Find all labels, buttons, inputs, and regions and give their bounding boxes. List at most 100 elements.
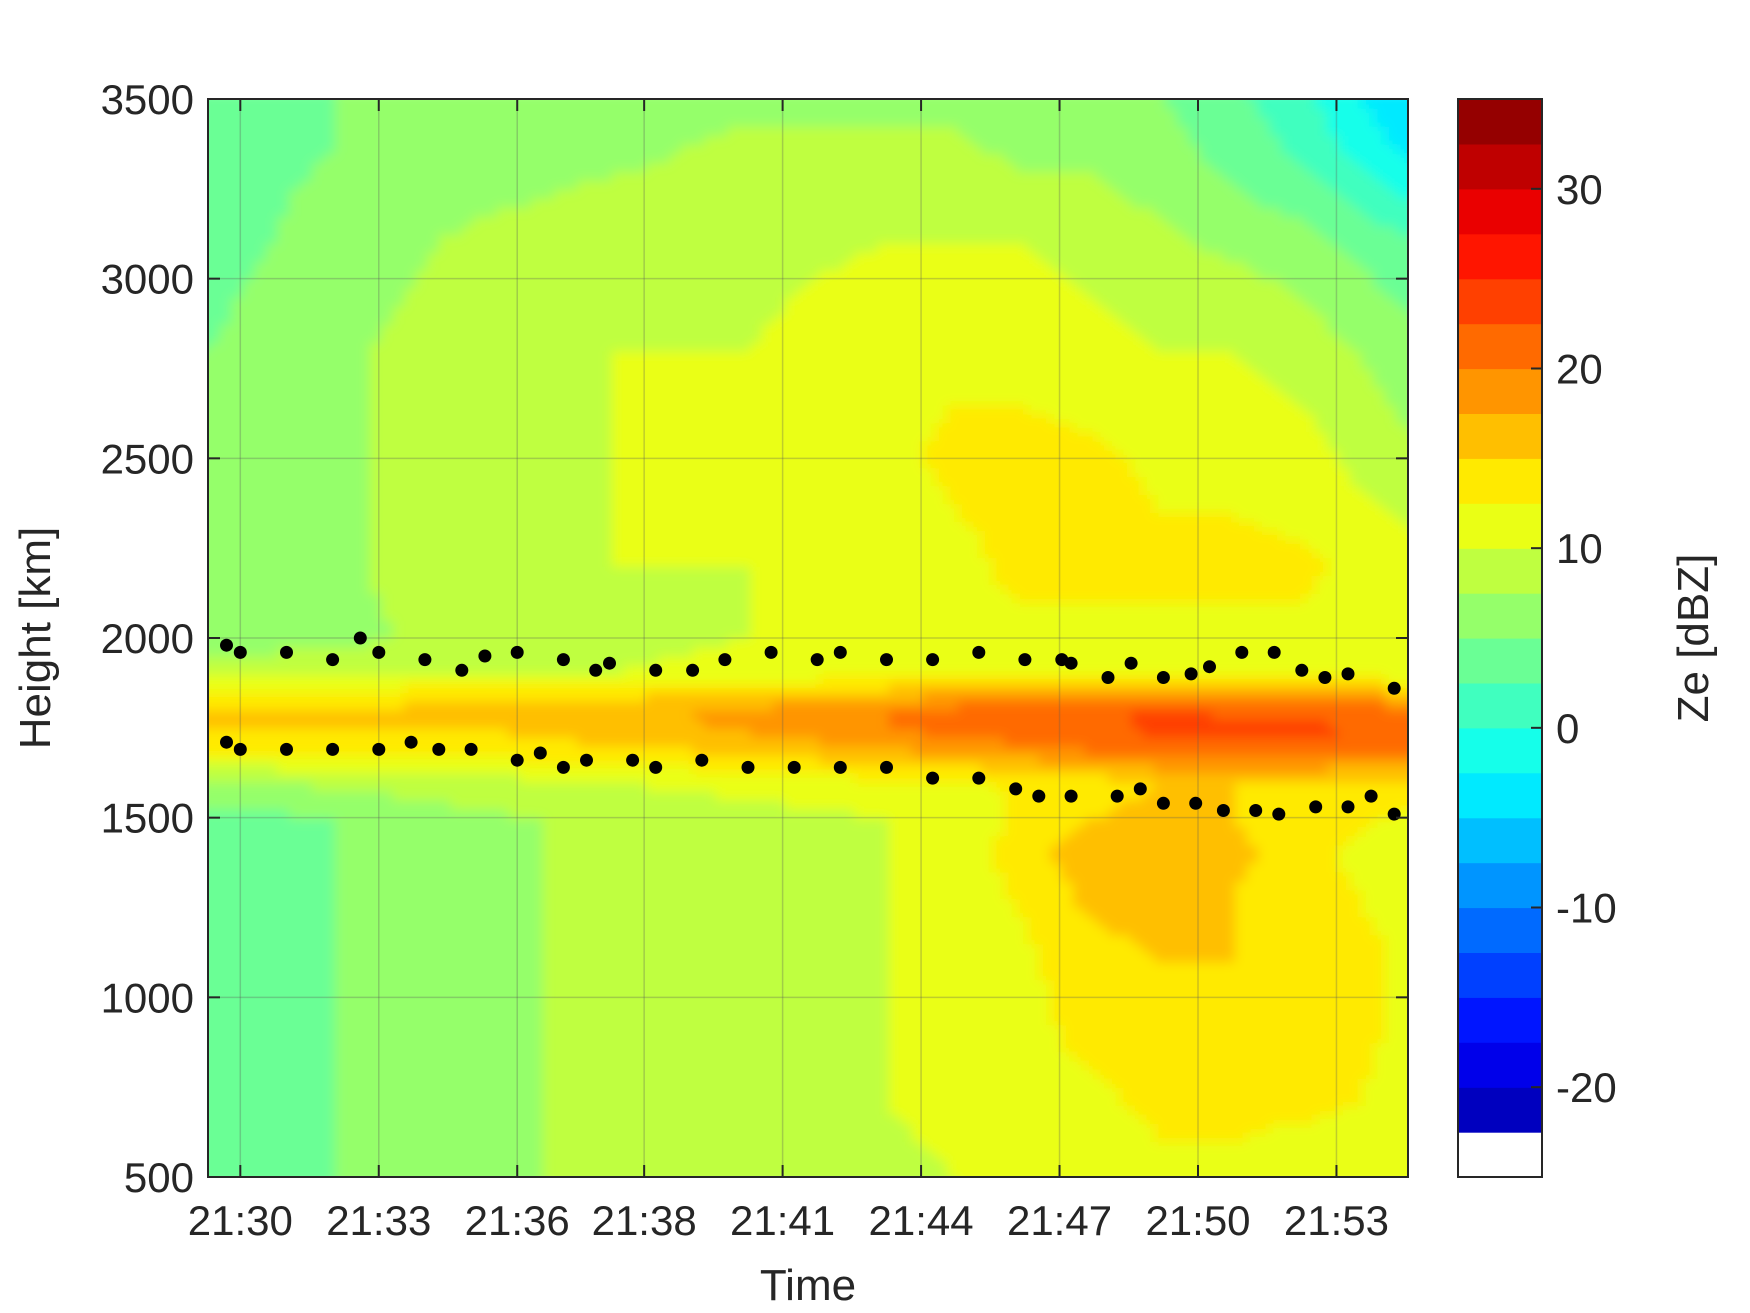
heatmap-cell — [369, 1060, 382, 1070]
heatmap-cell — [334, 970, 348, 981]
heatmap-cell — [254, 781, 267, 792]
heatmap-cell — [334, 575, 348, 585]
heatmap-cell — [600, 449, 613, 460]
heatmap-cell — [508, 269, 521, 280]
heatmap-cell — [438, 691, 452, 702]
heatmap-cell — [208, 1069, 209, 1079]
heatmap-cell — [484, 1159, 498, 1169]
heatmap-cell — [611, 242, 625, 253]
heatmap-cell — [334, 206, 348, 217]
heatmap-cell — [496, 530, 509, 540]
heatmap-cell — [415, 260, 428, 271]
heatmap-cell — [496, 593, 509, 603]
heatmap-cell — [623, 278, 636, 289]
heatmap-cell — [496, 647, 509, 657]
heatmap-cell — [484, 736, 498, 747]
heatmap-cell — [554, 251, 567, 262]
heatmap-cell — [231, 108, 244, 118]
heatmap-cell — [265, 970, 278, 981]
heatmap-cell — [415, 1051, 428, 1061]
heatmap-cell — [277, 853, 290, 864]
heatmap-cell — [358, 898, 371, 909]
heatmap-cell — [208, 260, 221, 271]
heatmap-cell — [531, 251, 544, 262]
heatmap-cell — [334, 251, 348, 262]
heatmap-cell — [208, 449, 221, 460]
heatmap-cell — [634, 224, 648, 235]
heatmap-cell — [542, 1087, 555, 1097]
heatmap-cell — [484, 476, 498, 487]
heatmap-cell — [646, 143, 659, 154]
heatmap-cell — [473, 1024, 486, 1035]
heatmap-cell — [369, 575, 382, 585]
heatmap-cell — [219, 718, 232, 729]
heatmap-cell — [358, 1159, 371, 1169]
heatmap-cell — [600, 1177, 612, 1187]
heatmap-cell — [311, 557, 325, 567]
heatmap-cell — [392, 1051, 405, 1061]
heatmap-cell — [334, 817, 348, 828]
heatmap-cell — [208, 1168, 209, 1177]
heatmap-cell — [623, 799, 636, 810]
heatmap-cell — [369, 1150, 382, 1160]
heatmap-cell — [577, 296, 590, 307]
heatmap-cell — [438, 889, 452, 900]
heatmap-cell — [334, 700, 348, 711]
heatmap-cell — [484, 99, 498, 109]
heatmap-cell — [311, 1141, 325, 1151]
heatmap-cell — [531, 907, 544, 918]
heatmap-cell — [208, 638, 209, 648]
heatmap-cell — [381, 1096, 394, 1106]
heatmap-cell — [565, 1033, 578, 1044]
heatmap-cell — [646, 413, 659, 424]
heatmap-cell — [208, 736, 221, 747]
heatmap-cell — [542, 575, 555, 585]
heatmap-cell — [519, 835, 532, 846]
heatmap-cell — [392, 215, 405, 226]
heatmap-cell — [323, 647, 336, 657]
heatmap-cell — [231, 665, 244, 675]
heatmap-cell — [427, 242, 440, 253]
heatmap-cell — [565, 593, 578, 603]
heatmap-cell — [277, 835, 290, 846]
heatmap-cell — [404, 170, 417, 181]
heatmap-cell — [288, 844, 302, 855]
heatmap-cell — [600, 799, 613, 810]
heatmap-cell — [231, 143, 244, 154]
heatmap-cell — [358, 1123, 371, 1133]
heatmap-cell — [461, 152, 475, 163]
heatmap-cell — [346, 413, 359, 424]
heatmap-cell — [554, 1114, 567, 1124]
heatmap-cell — [358, 224, 371, 235]
heatmap-cell — [531, 1078, 544, 1088]
heatmap-cell — [254, 1096, 267, 1106]
heatmap-cell — [277, 952, 290, 963]
heatmap-cell — [334, 611, 348, 621]
heatmap-cell — [634, 548, 648, 558]
heatmap-cell — [473, 395, 486, 406]
heatmap-cell — [611, 817, 625, 828]
heatmap-cell — [231, 269, 244, 280]
heatmap-cell — [300, 557, 313, 567]
heatmap-cell — [277, 485, 290, 496]
heatmap-cell — [508, 817, 521, 828]
heatmap-cell — [300, 1042, 313, 1053]
heatmap-cell — [461, 566, 475, 576]
heatmap-cell — [496, 161, 509, 172]
heatmap-cell — [496, 1141, 509, 1151]
heatmap-cell — [600, 988, 613, 999]
heatmap-cell — [404, 359, 417, 370]
heatmap-cell — [461, 143, 475, 154]
heatmap-cell — [577, 350, 590, 361]
heatmap-cell — [381, 1141, 394, 1151]
heatmap-cell — [311, 575, 325, 585]
heatmap-cell — [427, 781, 440, 792]
heatmap-cell — [658, 1105, 671, 1115]
heatmap-cell — [634, 781, 648, 792]
heatmap-cell — [588, 413, 602, 424]
heatmap-cell — [508, 422, 521, 433]
heatmap-cell — [369, 790, 382, 801]
heatmap-cell — [381, 808, 394, 819]
heatmap-cell — [219, 575, 232, 585]
heatmap-cell — [311, 467, 325, 478]
